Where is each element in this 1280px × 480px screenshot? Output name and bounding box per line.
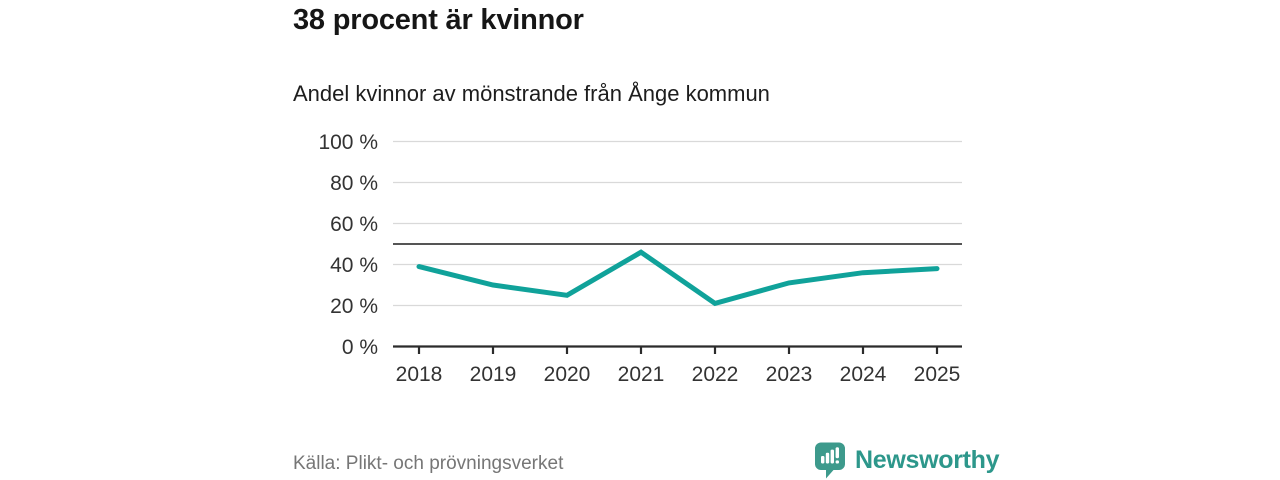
brand-name: Newsworthy	[855, 445, 1000, 474]
chart-subtitle: Andel kvinnor av mönstrande från Ånge ko…	[293, 81, 770, 106]
y-axis-tick-label: 20 %	[330, 295, 378, 318]
x-axis-tick-label: 2018	[396, 363, 443, 386]
brand-footer: Newsworthy	[813, 441, 1000, 479]
y-axis-tick-label: 80 %	[330, 172, 378, 195]
logo-barchart-glyph	[821, 447, 839, 464]
y-axis-tick-label: 100 %	[318, 131, 378, 154]
series-line-andel-kvinnor	[416, 249, 940, 307]
x-axis-tick-label: 2019	[470, 363, 517, 386]
x-axis-tick-label: 2020	[544, 363, 591, 386]
x-axis-tick-label: 2021	[618, 363, 665, 386]
y-axis-tick-label: 40 %	[330, 254, 378, 277]
x-axis-tick-label: 2025	[914, 363, 961, 386]
x-axis-tick-label: 2022	[692, 363, 739, 386]
x-axis-tick-label: 2024	[840, 363, 887, 386]
newsworthy-logo-icon	[815, 442, 845, 479]
page-title: 38 procent är kvinnor	[293, 4, 584, 36]
y-axis-tick-label: 0 %	[342, 336, 378, 359]
source-attribution: Källa: Plikt- och prövningsverket	[293, 453, 564, 474]
y-axis-tick-label: 60 %	[330, 213, 378, 236]
x-axis-tick-label: 2023	[766, 363, 813, 386]
